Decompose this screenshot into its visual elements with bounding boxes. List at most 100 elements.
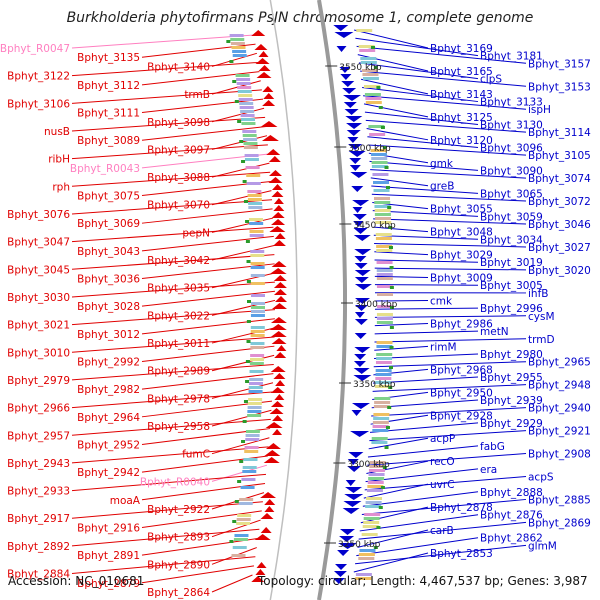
feature-block	[239, 498, 254, 501]
right-gene-label: Bphyt_3181	[480, 51, 543, 63]
minus-strand-gene	[268, 177, 283, 183]
feature-block	[231, 46, 246, 49]
left-leader-line	[141, 126, 267, 141]
right-gene-label: Bphyt_2939	[480, 395, 543, 407]
right-leader-line	[354, 29, 429, 49]
plus-strand-gene	[353, 228, 368, 234]
feature-block	[376, 249, 393, 252]
minus-strand-gene	[264, 506, 275, 512]
feature-block	[244, 446, 259, 449]
left-leader-line	[141, 290, 276, 307]
feature-block	[243, 146, 258, 149]
right-gene-label: Bphyt_3020	[528, 265, 591, 277]
left-gene-label: Bphyt_3021	[7, 320, 70, 332]
feature-block	[376, 261, 393, 264]
plus-strand-gene	[347, 466, 362, 472]
left-gene-label: Bphyt_3069	[77, 218, 140, 230]
feature-block	[249, 358, 264, 361]
right-gene-label: Bphyt_3059	[480, 211, 543, 223]
right-gene-label: Bphyt_2885	[528, 494, 591, 506]
left-gene-label: Bphyt_3088	[147, 172, 210, 184]
plus-strand-gene	[354, 333, 367, 339]
right-leader-line	[356, 45, 527, 64]
left-gene-label: Bphyt_3028	[77, 301, 140, 313]
feature-block	[242, 130, 257, 133]
feature-block	[242, 466, 257, 469]
feature-block	[376, 345, 393, 348]
left-leader-line	[211, 245, 275, 261]
right-gene-label: Bphyt_3125	[430, 112, 493, 124]
plus-strand-gene	[339, 529, 355, 535]
plus-strand-gene	[336, 46, 347, 52]
scale-tick	[229, 60, 234, 63]
minus-strand-gene	[275, 380, 286, 386]
minus-strand-gene	[256, 562, 267, 568]
minus-strand-gene	[276, 345, 287, 351]
minus-strand-gene	[269, 324, 287, 330]
right-gene-label: Bphyt_3005	[480, 280, 543, 292]
feature-block	[246, 174, 261, 177]
feature-block	[368, 477, 385, 480]
right-leader-line	[372, 384, 527, 392]
left-gene-label: Bphyt_3075	[77, 191, 140, 203]
right-gene-label: Bphyt_3153	[528, 81, 591, 93]
right-gene-label: rimM	[430, 341, 457, 353]
feature-block	[365, 97, 382, 100]
minus-strand-gene	[260, 513, 274, 519]
plus-strand-gene	[353, 368, 370, 374]
left-leader-line	[211, 272, 275, 289]
minus-strand-gene	[273, 373, 286, 379]
plus-strand-gene	[333, 571, 347, 577]
feature-block	[236, 522, 251, 525]
right-gene-label: ispH	[528, 104, 551, 116]
right-leader-line	[364, 475, 527, 491]
right-gene-label: fabG	[480, 441, 505, 453]
left-gene-label: Bphyt_3047	[7, 237, 70, 249]
feature-block	[239, 106, 254, 109]
left-gene-label: Bphyt_2890	[147, 559, 210, 571]
left-gene-label: Bphyt_3097	[147, 144, 210, 156]
plus-strand-gene	[341, 81, 355, 87]
feature-block	[236, 518, 251, 521]
plus-strand-gene	[351, 186, 364, 192]
plus-strand-gene	[343, 501, 362, 507]
feature-block	[364, 93, 381, 96]
feature-block	[376, 305, 393, 308]
feature-block	[250, 294, 265, 297]
plus-strand-gene	[342, 88, 357, 94]
feature-block	[244, 154, 259, 157]
feature-block	[231, 554, 246, 557]
left-gene-label: nusB	[44, 126, 70, 138]
right-gene-label: era	[480, 464, 497, 476]
minus-strand-gene	[272, 415, 284, 421]
plus-strand-gene	[353, 221, 364, 227]
feature-block	[238, 502, 253, 505]
left-gene-label: Bphyt_2978	[147, 393, 210, 405]
kbp-label: 3250 kbp	[338, 540, 381, 550]
right-leader-line	[374, 338, 527, 343]
feature-block	[249, 230, 264, 233]
minus-strand-gene	[262, 100, 276, 106]
right-leader-line	[374, 330, 479, 335]
left-leader-line	[141, 208, 273, 224]
left-gene-label: ribH	[48, 154, 70, 166]
scale-tick	[245, 380, 250, 383]
feature-block	[239, 102, 254, 105]
minus-strand-gene	[255, 58, 270, 64]
scale-tick	[237, 480, 242, 483]
right-gene-label: gmk	[430, 158, 454, 170]
right-gene-label: trmD	[528, 334, 555, 346]
feature-block	[250, 330, 265, 333]
left-gene-label: Bphyt_3122	[7, 71, 70, 83]
feature-block	[376, 341, 393, 344]
minus-strand-gene	[265, 443, 281, 449]
feature-block	[250, 326, 265, 329]
left-leader-line	[71, 528, 260, 547]
left-gene-label: Bphyt_3098	[147, 117, 210, 129]
feature-block	[365, 101, 382, 104]
scale-tick	[384, 166, 389, 169]
minus-strand-gene	[258, 51, 269, 57]
left-leader-line	[211, 190, 272, 206]
right-leader-line	[370, 169, 527, 179]
feature-block	[358, 557, 375, 560]
